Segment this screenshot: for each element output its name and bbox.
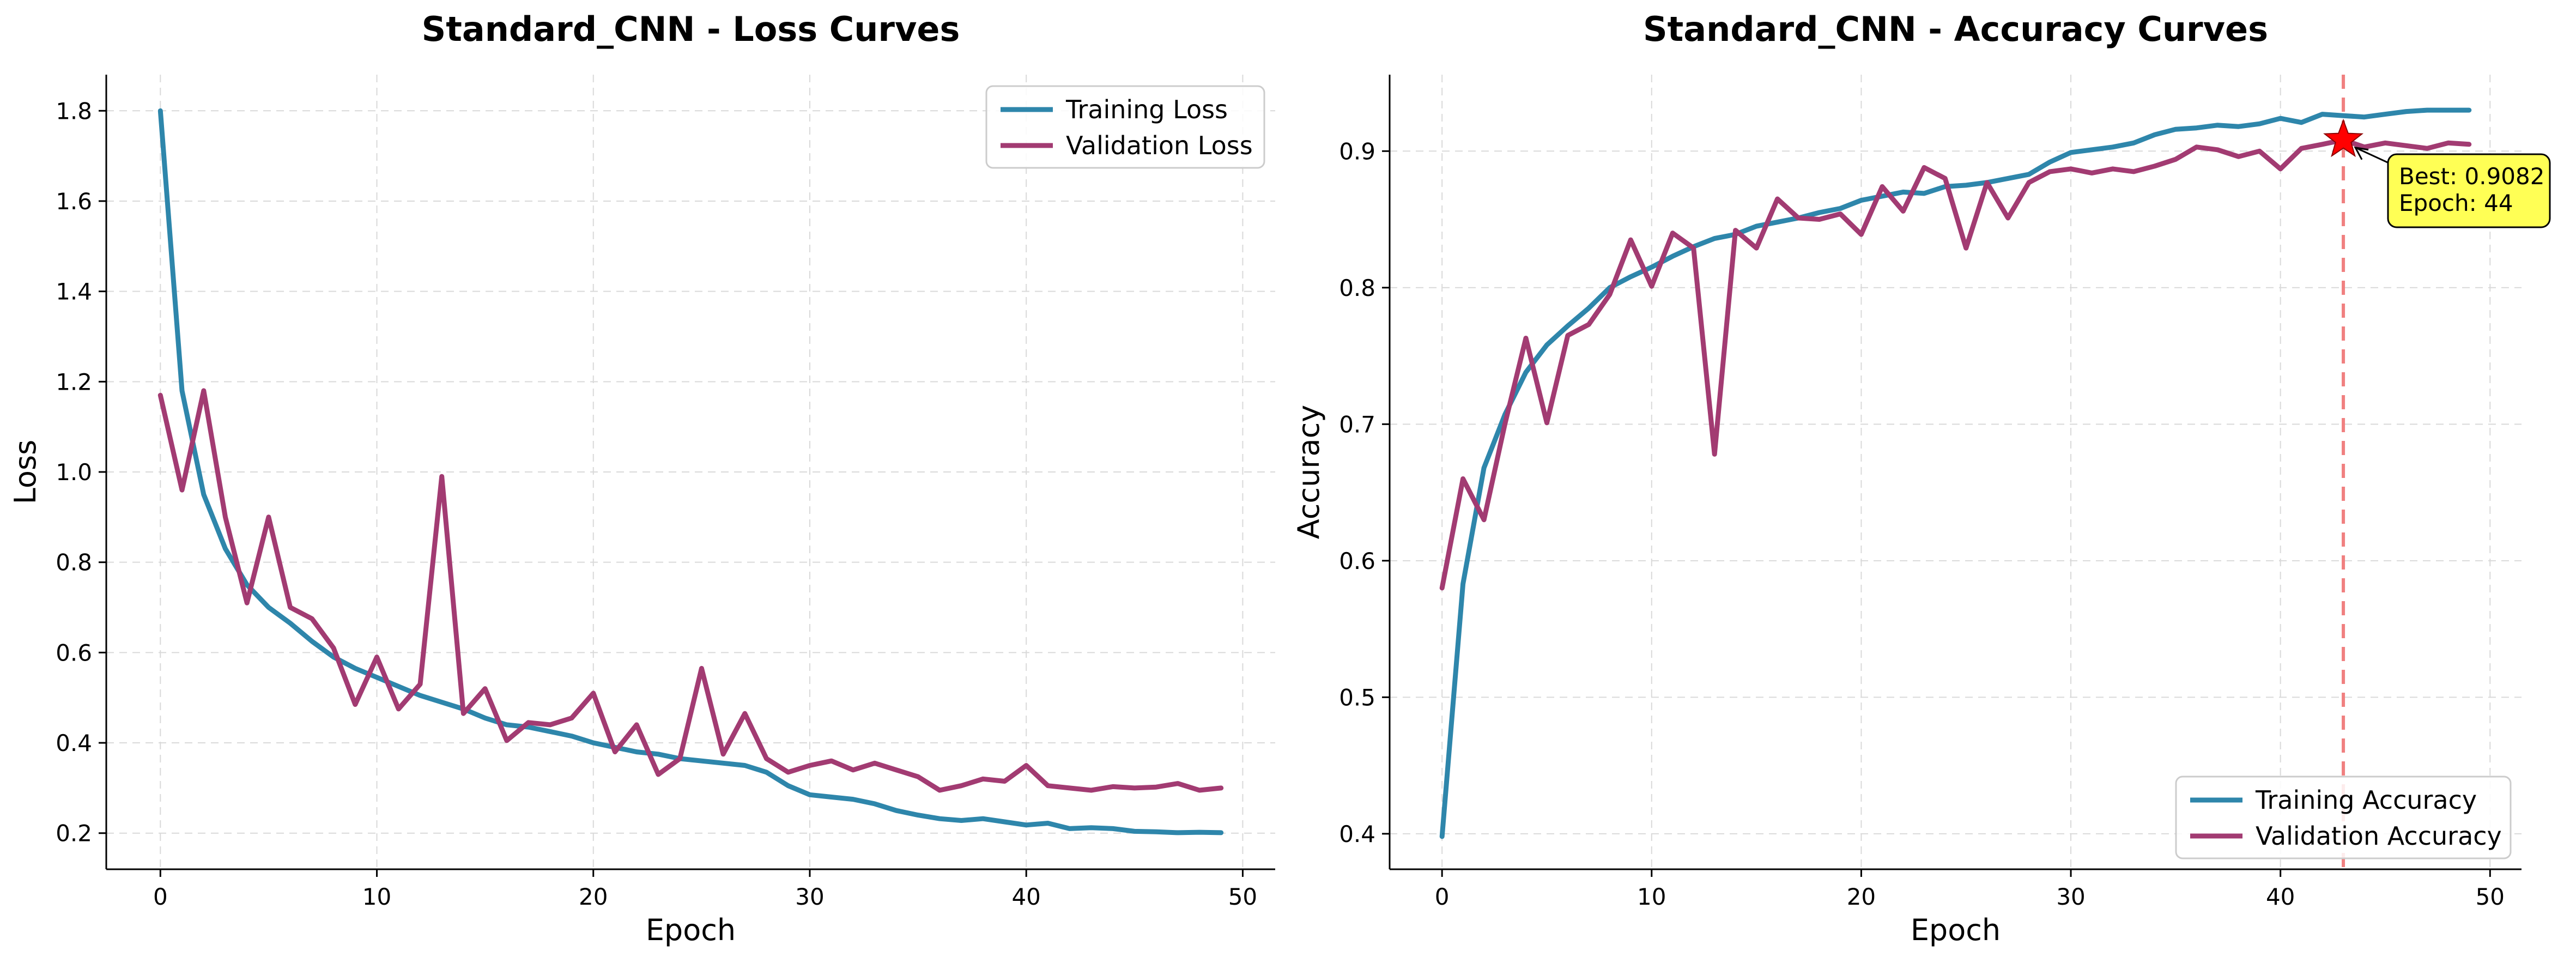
x-tick-label: 10 — [362, 883, 391, 910]
y-tick-label: 1.4 — [56, 278, 92, 305]
x-tick-label: 10 — [1637, 883, 1666, 910]
legend-entry-label: Training Accuracy — [2255, 785, 2477, 815]
y-tick-label: 1.0 — [56, 459, 92, 486]
legend-entry-label: Validation Loss — [1066, 131, 1253, 160]
accuracy-chart: 0 10 20 30 40 50 0.4 0.5 0.6 0.7 0.8 0.9 Standard_CN… — [1292, 9, 2551, 947]
series-line-validation-loss — [157, 388, 1224, 793]
y-axis-label: Accuracy — [1292, 405, 1326, 540]
best-annotation-value: Best: 0.9082 — [2399, 163, 2544, 190]
y-axis-label: Loss — [8, 440, 43, 504]
y-tick-label: 0.2 — [56, 820, 92, 847]
legend-entry-label: Validation Accuracy — [2256, 821, 2502, 851]
legend: Training Accuracy Validation Accuracy — [2175, 776, 2512, 859]
legend-frame — [985, 85, 1265, 169]
x-tick-label: 40 — [2266, 883, 2295, 910]
loss-chart: 0 10 20 30 40 50 0.2 0.4 0.6 0.8 1.0 1.2 1.4 1.6 1.8 St… — [8, 9, 1275, 947]
y-tick-label: 0.4 — [1339, 821, 1375, 847]
x-tick-label: 50 — [2476, 883, 2505, 910]
y-tick-label: 1.2 — [56, 368, 92, 395]
legend-entry-label: Training Loss — [1065, 95, 1228, 124]
y-tick-label: 0.9 — [1339, 138, 1375, 165]
x-tick-label: 20 — [1847, 883, 1876, 910]
y-tick-label: 0.8 — [1339, 275, 1375, 301]
chart-title: Standard_CNN - Loss Curves — [422, 9, 960, 49]
best-annotation-box — [2387, 153, 2551, 228]
x-tick-label: 40 — [1011, 883, 1040, 910]
x-tick-label: 0 — [1435, 883, 1450, 910]
legend: Training Loss Validation Loss — [985, 85, 1265, 169]
legend-frame — [2175, 776, 2512, 859]
best-annotation-epoch: Epoch: 44 — [2399, 190, 2513, 216]
annotation-arrowhead — [2354, 146, 2369, 160]
best-star-icon — [2323, 118, 2364, 158]
annotation-arrow — [2355, 147, 2394, 166]
y-tick-label: 1.6 — [56, 188, 92, 215]
y-tick-label: 0.4 — [56, 730, 92, 756]
y-tick-label: 1.8 — [56, 98, 92, 124]
chart-title: Standard_CNN - Accuracy Curves — [1643, 9, 2268, 49]
y-tick-label: 0.6 — [56, 639, 92, 666]
x-tick-label: 20 — [579, 883, 608, 910]
y-tick-label: 0.5 — [1339, 684, 1375, 711]
series-line-validation-accuracy — [1439, 137, 2472, 591]
x-tick-label: 30 — [795, 883, 824, 910]
x-tick-label: 0 — [153, 883, 168, 910]
y-tick-label: 0.8 — [56, 549, 92, 576]
x-axis-label: Epoch — [1911, 913, 2001, 947]
x-tick-label: 30 — [2056, 883, 2085, 910]
x-axis-label: Epoch — [646, 913, 736, 947]
x-tick-label: 50 — [1228, 883, 1257, 910]
y-tick-label: 0.7 — [1339, 411, 1375, 438]
y-tick-label: 0.6 — [1339, 548, 1375, 574]
